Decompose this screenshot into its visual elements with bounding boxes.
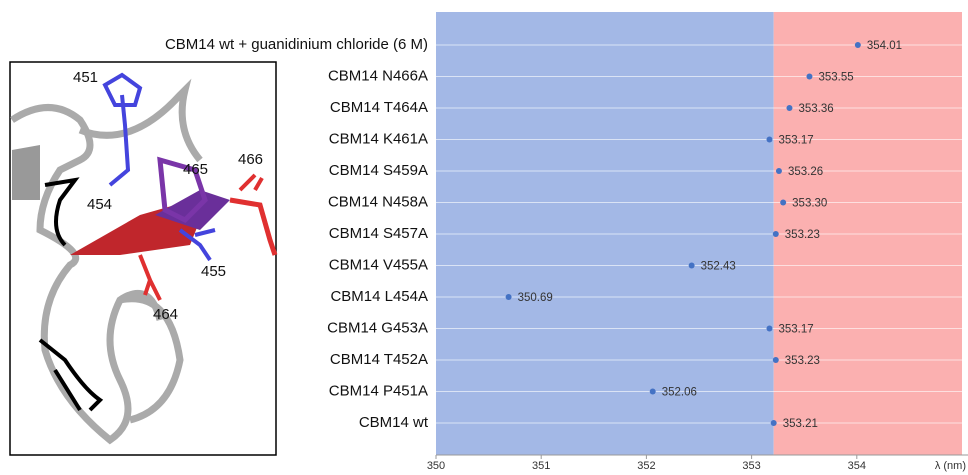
value-label: 353.21: [783, 418, 818, 430]
value-label: 354.01: [867, 40, 902, 52]
residue-label: 464: [153, 306, 178, 323]
x-tick-label: 352: [637, 460, 655, 472]
x-tick-label: 350: [427, 460, 445, 472]
data-point: [780, 200, 786, 206]
category-label: CBM14 S459A: [329, 162, 428, 179]
residue-label: 466: [238, 151, 263, 168]
figure: 451 465 466 454 455 464 λ (nm) 350 351 352…: [0, 0, 968, 475]
residue-label: 451: [73, 69, 98, 86]
data-point: [650, 389, 656, 395]
strand: [12, 145, 40, 200]
data-point: [766, 326, 772, 332]
category-label: CBM14 wt + guanidinium chloride (6 M): [165, 36, 428, 53]
data-point: [506, 294, 512, 300]
value-label: 353.23: [785, 229, 820, 241]
data-point: [773, 357, 779, 363]
data-point: [786, 105, 792, 111]
value-label: 353.17: [778, 324, 813, 336]
category-label: CBM14 P451A: [329, 382, 428, 399]
value-label: 353.55: [818, 72, 853, 84]
residue-label: 455: [201, 263, 226, 280]
plot: 350 351 352 353 354 CBM14 wt + guanidinium ch…: [165, 12, 968, 472]
category-label: CBM14 T464A: [330, 99, 428, 116]
data-point: [776, 168, 782, 174]
category-label: CBM14 N458A: [328, 193, 428, 210]
x-tick-label: 353: [742, 460, 760, 472]
data-point: [766, 137, 772, 143]
data-point: [855, 42, 861, 48]
residue-label: 465: [183, 161, 208, 178]
x-tick-label: 354: [848, 460, 866, 472]
data-point: [806, 74, 812, 80]
category-label: CBM14 wt: [359, 414, 429, 431]
category-label: CBM14 S457A: [329, 225, 428, 242]
x-tick-label: 351: [532, 460, 550, 472]
category-label: CBM14 N466A: [328, 67, 428, 84]
value-label: 353.30: [792, 198, 827, 210]
value-label: 352.43: [701, 261, 736, 273]
category-label: CBM14 V455A: [329, 256, 428, 273]
data-point: [773, 231, 779, 237]
residue-label: 454: [87, 196, 112, 213]
value-label: 353.36: [798, 103, 833, 115]
value-label: 353.26: [788, 166, 823, 178]
x-axis-title: λ (nm): [935, 460, 966, 472]
category-label: CBM14 G453A: [327, 319, 428, 336]
value-label: 353.17: [778, 135, 813, 147]
category-label: CBM14 L454A: [330, 288, 428, 305]
data-point: [689, 263, 695, 269]
value-label: 353.23: [785, 355, 820, 367]
category-label: CBM14 K461A: [329, 130, 428, 147]
category-label: CBM14 T452A: [330, 351, 428, 368]
value-label: 352.06: [662, 387, 697, 399]
value-label: 350.69: [518, 292, 553, 304]
structure-panel: 451 465 466 454 455 464: [10, 62, 276, 455]
data-point: [771, 420, 777, 426]
